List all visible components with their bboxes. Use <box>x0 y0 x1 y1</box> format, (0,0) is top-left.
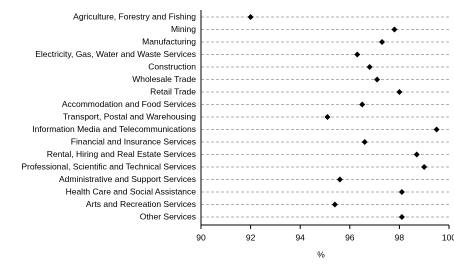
x-axis-label: % <box>317 249 325 259</box>
dot <box>379 39 386 45</box>
x-tick-label: 90 <box>196 232 206 242</box>
dot <box>421 164 428 170</box>
category-label: Information Media and Telecommunications <box>32 124 196 134</box>
category-label: Transport, Postal and Warehousing <box>63 111 196 121</box>
dot <box>413 151 420 158</box>
dot <box>374 76 381 83</box>
dot <box>324 114 331 120</box>
dot <box>361 139 368 145</box>
dot <box>331 201 338 208</box>
dot <box>354 51 361 58</box>
x-tick-label: 98 <box>395 232 405 242</box>
category-label: Financial and Insurance Services <box>71 136 196 146</box>
dot <box>359 101 366 108</box>
category-label: Accommodation and Food Services <box>62 99 196 109</box>
x-tick-label: 92 <box>246 232 256 242</box>
x-tick-label: 100 <box>442 232 454 242</box>
dot <box>336 176 343 183</box>
category-label: Manufacturing <box>142 36 196 46</box>
category-label: Rental, Hiring and Real Estate Services <box>47 149 196 159</box>
category-label: Mining <box>171 24 196 34</box>
category-label: Agriculture, Forestry and Fishing <box>73 11 196 21</box>
category-label: Health Care and Social Assistance <box>66 186 197 196</box>
category-label: Electricity, Gas, Water and Waste Servic… <box>35 49 196 59</box>
dot <box>398 214 405 220</box>
dot <box>391 26 398 33</box>
dot <box>366 64 373 70</box>
category-label: Arts and Recreation Services <box>86 199 196 209</box>
dot <box>433 126 440 133</box>
x-tick-label: 96 <box>345 232 355 242</box>
category-label: Construction <box>148 61 196 71</box>
category-label: Other Services <box>140 211 196 221</box>
category-label: Retail Trade <box>150 86 196 96</box>
category-label: Administrative and Support Services <box>59 174 196 184</box>
category-label: Wholesale Trade <box>132 74 196 84</box>
category-label: Professional, Scientific and Technical S… <box>21 161 196 171</box>
dot <box>247 14 254 20</box>
dot <box>396 89 403 95</box>
dot <box>398 189 405 195</box>
x-tick-label: 94 <box>295 232 305 242</box>
